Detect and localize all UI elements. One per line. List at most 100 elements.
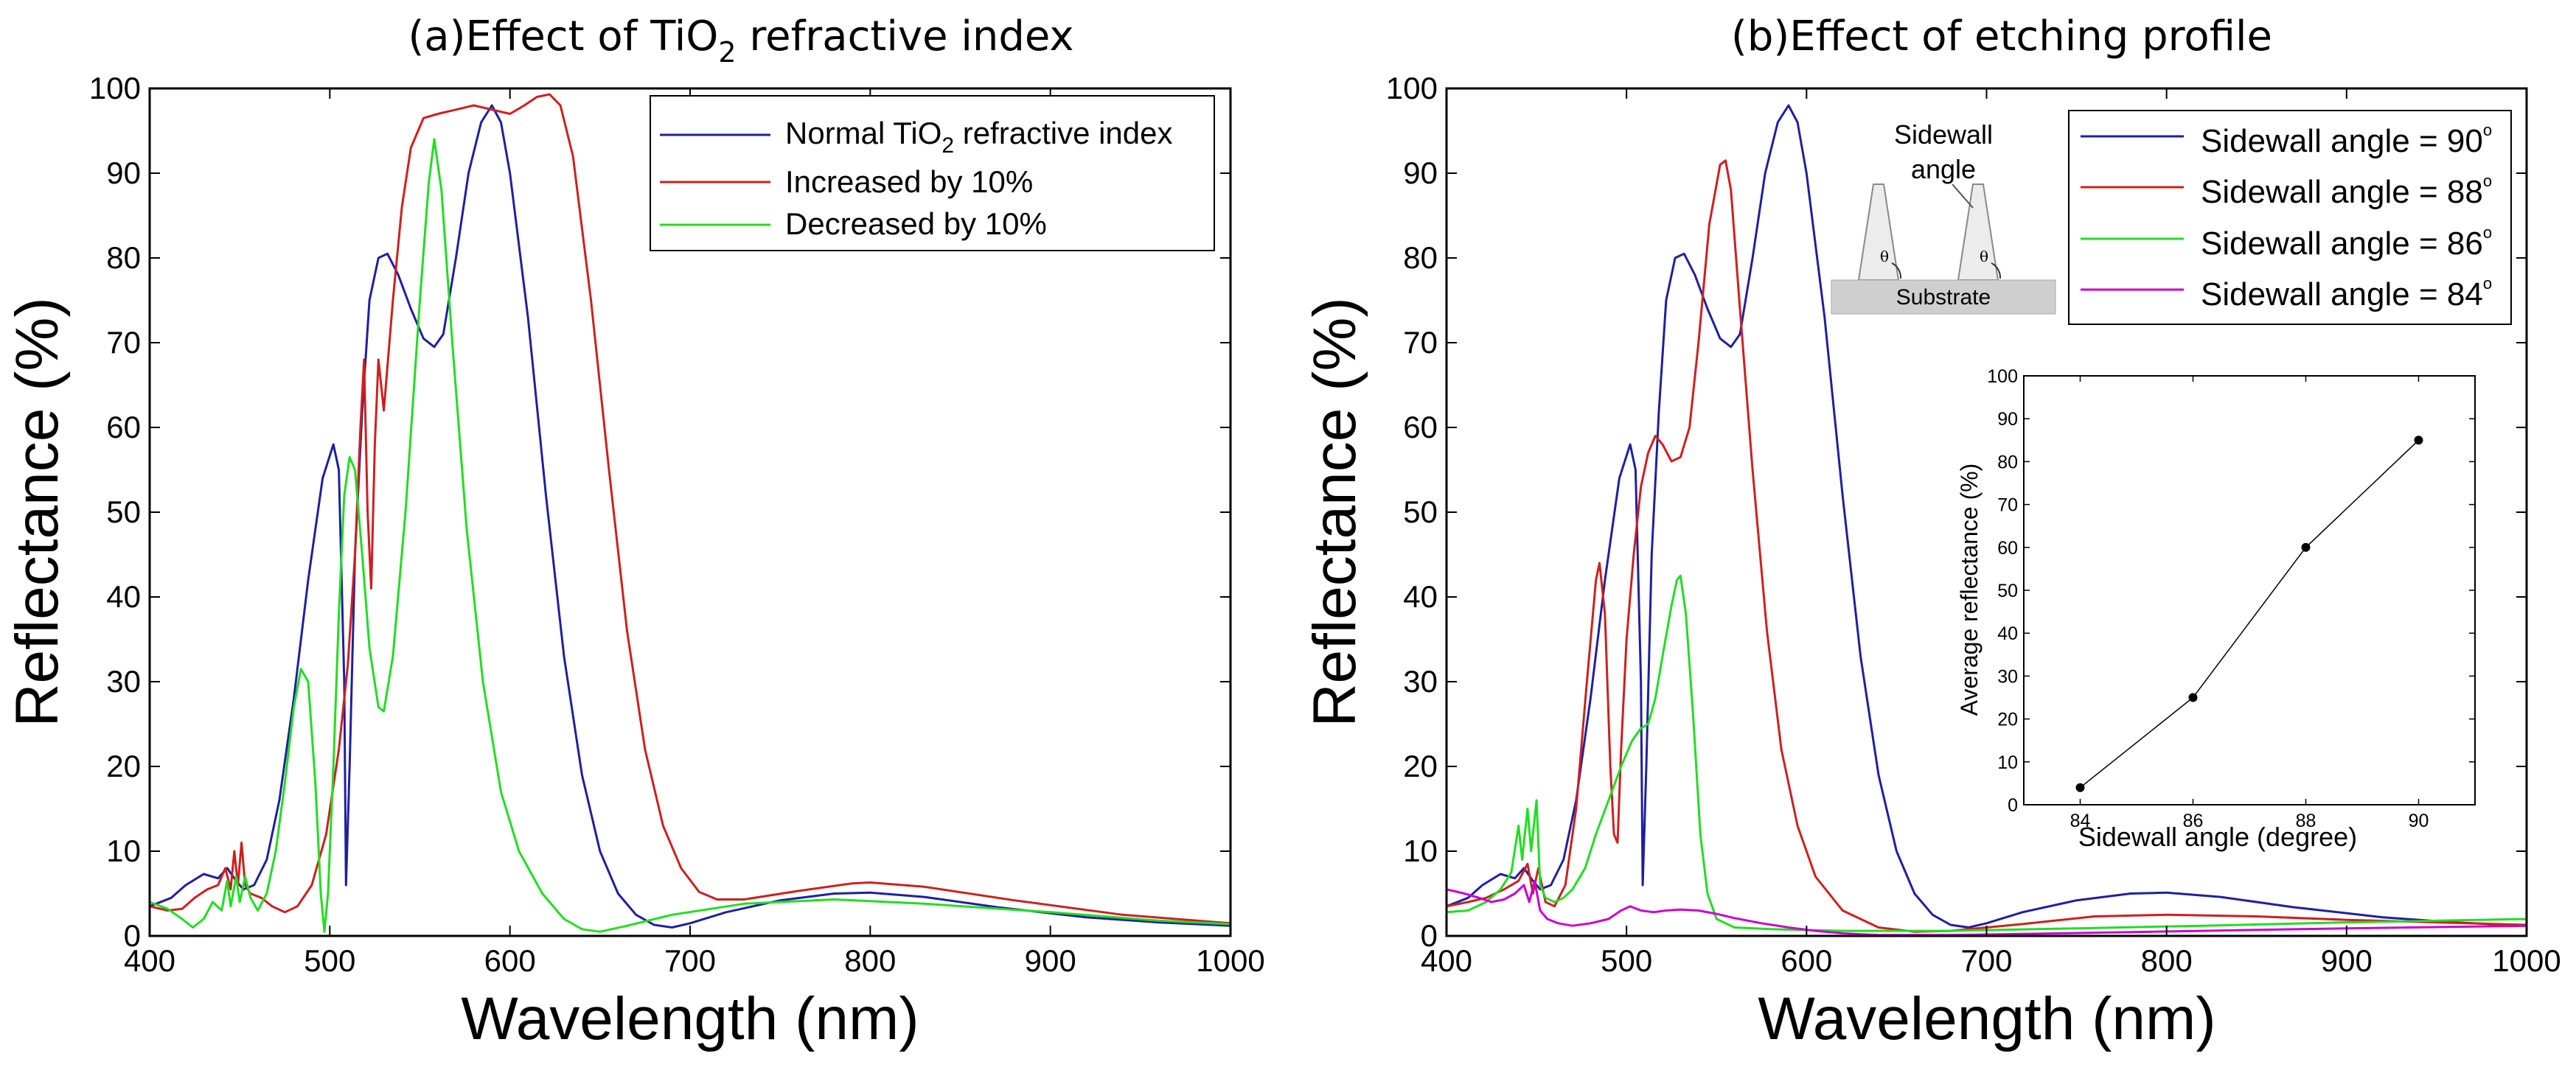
inset-series-line [2080, 439, 2420, 789]
panel-a-x-tick-label: 600 [484, 943, 536, 978]
panel-a-x-tick-label: 500 [304, 943, 355, 978]
panel-b-y-tick-label: 0 [1421, 918, 1438, 953]
schematic-substrate-label: Substrate [1896, 285, 1991, 310]
schematic-angle-arc-left [1891, 262, 1902, 279]
legend-label-90: Sidewall angle = 90o [2201, 121, 2492, 159]
legend-label-decreased: Decreased by 10% [785, 206, 1047, 241]
panel-a-y-tick-label: 40 [106, 579, 141, 614]
inset-y-tick-label: 50 [1997, 581, 2018, 601]
panel-b-series-line-2 [1446, 574, 2527, 932]
inset-x-ticks: 84 86 88 90 [2070, 376, 2429, 831]
panel-a-y-tick-label: 90 [106, 155, 141, 190]
panel-a-y-tick-label: 10 [106, 833, 141, 868]
panel-a-x-tick-label: 900 [1025, 943, 1076, 978]
panel-b-y-tick-label: 50 [1403, 494, 1438, 529]
inset-x-tick-label: 86 [2183, 811, 2204, 831]
inset-x-tick-label: 84 [2070, 811, 2091, 831]
panel-b-y-tick-label: 90 [1403, 155, 1438, 190]
panel-a-series-line-1 [149, 93, 1231, 925]
panel-a-legend: Normal TiO2 refractive index Increased b… [650, 95, 1215, 251]
panel-a-series-line-0 [149, 104, 1231, 929]
legend-label-86: Sidewall angle = 86o [2201, 223, 2492, 262]
panel-a-x-ticks: 400 500 600 700 800 900 1000 [124, 88, 1265, 978]
legend-label-normal: Normal TiO2 refractive index [785, 116, 1173, 158]
panel-b-series-lines [1446, 104, 2527, 937]
inset-plot-frame [2023, 375, 2476, 805]
panel-b-x-ticks: 400 500 600 700 800 900 1000 [1421, 88, 2561, 978]
inset-y-tick-label: 80 [1997, 452, 2018, 472]
inset-y-tick-label: 30 [1997, 666, 2018, 687]
panel-a-y-tick-label: 70 [106, 325, 141, 360]
panel-b-y-tick-label: 80 [1403, 240, 1438, 275]
panel-b-series-line-0 [1446, 104, 2527, 929]
inset-series [2075, 436, 2423, 792]
panel-a-y-tick-label: 60 [106, 410, 141, 444]
panel-a-x-tick-label: 1000 [1196, 943, 1264, 978]
panel-b-x-tick-label: 1000 [2492, 943, 2561, 978]
inset-data-point [2075, 783, 2085, 792]
panel-a-series-lines [149, 93, 1231, 933]
panel-b-chart: (b)Effect of etching profile 400 500 600 70… [1301, 13, 2561, 1052]
inset-data-point [2414, 436, 2423, 445]
panel-a-x-axis-label: Wavelength (nm) [461, 985, 919, 1052]
panel-b-x-tick-label: 500 [1601, 943, 1652, 978]
panel-a-y-tick-label: 80 [106, 240, 141, 275]
panel-a-y-tick-label: 0 [124, 918, 141, 953]
schematic-angle-pointer [1952, 184, 1974, 209]
panel-b-x-tick-label: 900 [2321, 943, 2373, 978]
panel-b-y-ticks: 0 10 20 30 40 50 60 70 80 90 100 [1386, 71, 2527, 953]
panel-b-legend: Sidewall angle = 90o Sidewall angle = 88… [2068, 110, 2512, 325]
sidewall-schematic: Sidewall angle θ θ Substrate [1831, 119, 2056, 315]
inset-x-tick-label: 90 [2409, 811, 2429, 831]
panel-b-y-tick-label: 40 [1403, 579, 1438, 614]
panel-b-y-tick-label: 70 [1403, 325, 1438, 360]
panel-b-title: (b)Effect of etching profile [1731, 13, 2272, 60]
inset-y-tick-label: 20 [1997, 710, 2018, 730]
schematic-angle-arc-right [1991, 262, 2002, 279]
panel-b-x-axis-label: Wavelength (nm) [1758, 985, 2215, 1052]
panel-b-x-tick-label: 400 [1421, 943, 1472, 978]
panel-a-y-tick-label: 30 [106, 664, 141, 699]
inset-data-point [2188, 693, 2198, 702]
schematic-theta-right: θ [1980, 248, 1988, 265]
panel-a-title: (a)Effect of TiO2 refractive index [408, 13, 1073, 69]
inset-chart: 84 86 88 90 0 10 20 30 40 50 60 70 80 90 100 Sidewall… [1956, 366, 2476, 852]
panel-a-y-ticks: 0 10 20 30 40 50 60 70 80 90 100 [89, 71, 1230, 953]
panel-b-x-tick-label: 700 [1960, 943, 2012, 978]
legend-label-88: Sidewall angle = 88o [2201, 172, 2492, 210]
inset-y-tick-label: 40 [1997, 623, 2018, 644]
panel-a-x-tick-label: 700 [664, 943, 716, 978]
inset-x-tick-label: 88 [2296, 811, 2316, 831]
inset-y-tick-label: 70 [1997, 495, 2018, 516]
inset-y-ticks: 0 10 20 30 40 50 60 70 80 90 100 [1987, 366, 2475, 816]
legend-label-increased: Increased by 10% [785, 164, 1033, 199]
panel-b-y-tick-label: 100 [1386, 71, 1438, 105]
panel-a-y-tick-label: 100 [89, 71, 141, 105]
inset-y-tick-label: 100 [1987, 366, 2018, 387]
schematic-label-line2: angle [1911, 154, 1976, 184]
schematic-theta-left: θ [1880, 248, 1889, 265]
inset-x-axis-label: Sidewall angle (degree) [2078, 822, 2357, 852]
panel-a-y-tick-label: 20 [106, 749, 141, 783]
panel-a-y-axis-label: Reflectance (%) [4, 297, 71, 727]
panel-b-y-axis-label: Reflectance (%) [1301, 297, 1368, 727]
panel-a-series-line-2 [149, 138, 1231, 933]
panel-b-series-line-3 [1446, 879, 2527, 937]
inset-y-tick-label: 90 [1997, 409, 2018, 430]
panel-a-y-tick-label: 50 [106, 494, 141, 529]
panel-b-y-tick-label: 20 [1403, 749, 1438, 783]
inset-y-tick-label: 10 [1997, 752, 2018, 773]
panel-a-chart: (a)Effect of TiO2 refractive index 400 50… [4, 13, 1265, 1052]
panel-b-y-tick-label: 30 [1403, 664, 1438, 699]
panel-a-x-tick-label: 400 [124, 943, 175, 978]
panel-a-x-tick-label: 800 [844, 943, 896, 978]
schematic-ridge-left [1857, 184, 1900, 281]
inset-y-tick-label: 60 [1997, 538, 2018, 559]
panel-b-x-tick-label: 600 [1780, 943, 1832, 978]
panel-b-y-tick-label: 60 [1403, 410, 1438, 444]
schematic-substrate [1831, 279, 2056, 315]
inset-y-axis-label: Average reflectance (%) [1956, 464, 1983, 716]
schematic-label-line1: Sidewall [1894, 119, 1993, 150]
inset-y-tick-label: 0 [2008, 795, 2018, 816]
